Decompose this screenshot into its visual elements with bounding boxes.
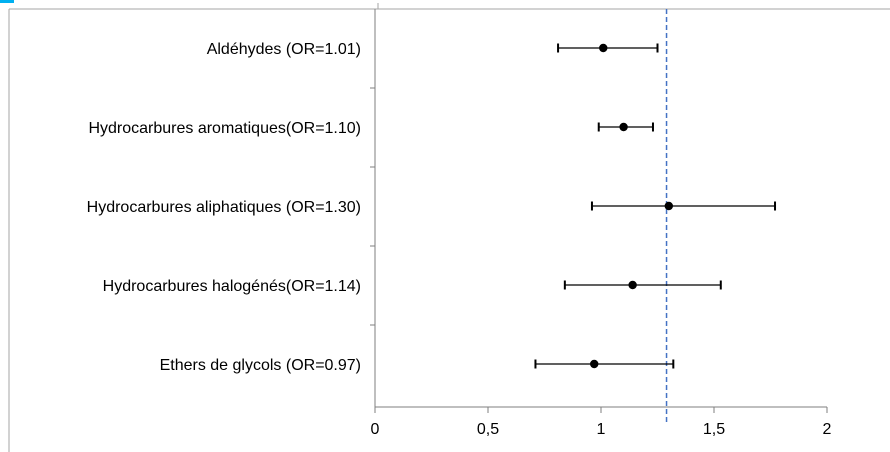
estimate-point bbox=[664, 201, 673, 211]
estimate-point bbox=[619, 122, 628, 132]
caption-accent-bar bbox=[0, 0, 14, 3]
x-tick-label: 2 bbox=[823, 421, 832, 438]
estimate-point bbox=[628, 280, 637, 290]
category-label: Aldéhydes (OR=1.01) bbox=[207, 41, 361, 58]
x-tick-label: 1,5 bbox=[703, 421, 725, 438]
estimate-point bbox=[599, 43, 608, 53]
category-label: Hydrocarbures aromatiques(OR=1.10) bbox=[88, 120, 361, 137]
x-tick-label: 0 bbox=[371, 421, 380, 438]
category-label: Hydrocarbures aliphatiques (OR=1.30) bbox=[87, 199, 361, 216]
category-label: Hydrocarbures halogénés(OR=1.14) bbox=[103, 278, 361, 295]
estimate-point bbox=[590, 359, 599, 369]
category-label: Ethers de glycols (OR=0.97) bbox=[160, 357, 361, 374]
x-tick-label: 0,5 bbox=[477, 421, 499, 438]
x-tick-label: 1 bbox=[597, 421, 606, 438]
